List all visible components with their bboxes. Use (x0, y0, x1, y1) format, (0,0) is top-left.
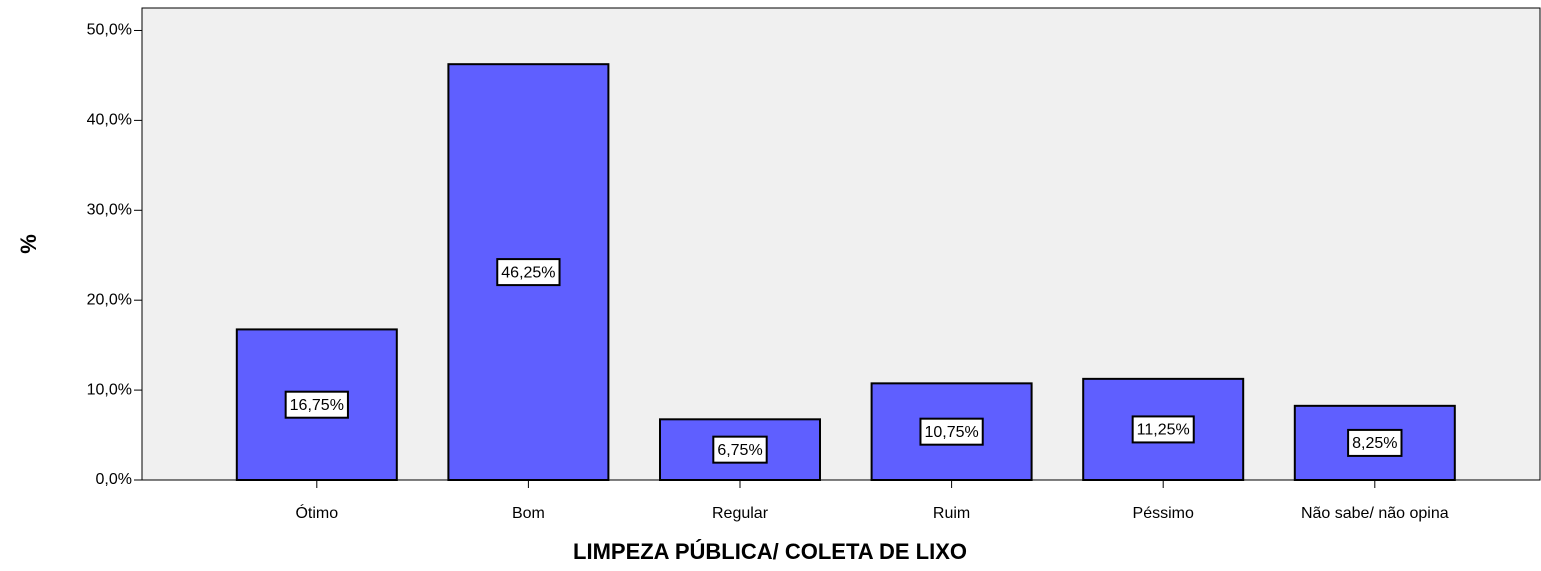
x-tick-label: Não sabe/ não opina (1301, 505, 1449, 522)
y-tick-label: 20,0% (87, 291, 132, 308)
value-label: 6,75% (717, 442, 762, 459)
y-tick-label: 30,0% (87, 202, 132, 219)
value-label: 10,75% (924, 424, 978, 441)
x-tick-label: Ruim (933, 505, 970, 522)
y-tick-label: 10,0% (87, 381, 132, 398)
value-label-box (284, 390, 349, 419)
value-label: 11,25% (1137, 422, 1190, 439)
value-label-box (1131, 415, 1195, 444)
x-tick-label: Péssimo (1133, 505, 1194, 522)
y-tick-label: 50,0% (87, 22, 132, 39)
value-label: 16,75% (290, 397, 344, 414)
value-label-box (919, 417, 984, 446)
x-tick-label: Bom (512, 505, 545, 522)
x-axis-title: LIMPEZA PÚBLICA/ COLETA DE LIXO (573, 539, 967, 564)
y-axis-title: % (16, 234, 41, 254)
x-tick-label: Ótimo (295, 503, 338, 522)
y-tick-label: 40,0% (87, 112, 132, 129)
y-tick-label: 0,0% (96, 471, 132, 488)
value-label-box (496, 258, 561, 287)
value-label: 8,25% (1352, 435, 1397, 452)
x-tick-label: Regular (712, 505, 769, 522)
value-label: 46,25% (501, 264, 555, 281)
value-label-box (712, 435, 768, 464)
value-label-box (1347, 428, 1403, 457)
